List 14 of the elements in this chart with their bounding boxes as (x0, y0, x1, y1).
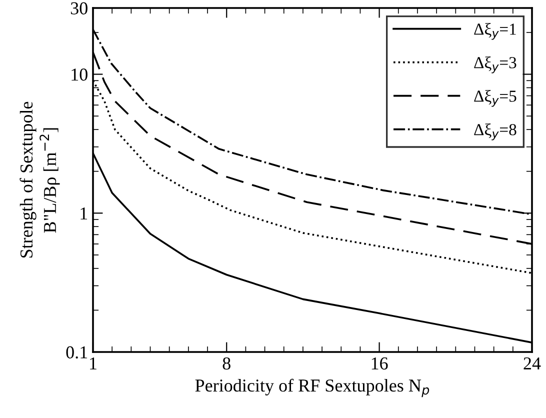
legend-label: Δξ$_{y}$=8 (474, 124, 516, 140)
y-axis-title: Strength of Sextupole B"L/Bρ [m$^{−2}$] (20, 102, 60, 258)
x-tick-label: 24 (524, 357, 541, 370)
x-tick-label: 1 (90, 357, 96, 370)
legend-label: Δξ$_{y}$=3 (474, 56, 516, 74)
x-tick-label: 16 (372, 357, 388, 370)
y-tick-label: 1 (80, 207, 88, 220)
legend-label: Δξ$_{y}$=5 (474, 90, 516, 107)
y-tick-label: 0.1 (66, 346, 88, 359)
legend-label: Δξ$_{y}$=1 (474, 23, 516, 40)
y-tick-label: 30 (70, 2, 88, 14)
y-tick-label: 10 (72, 68, 88, 81)
x-tick-label: 8 (222, 357, 230, 370)
x-axis-title: Periodicity of RF Sextupoles N$_{p}$ (195, 378, 430, 398)
